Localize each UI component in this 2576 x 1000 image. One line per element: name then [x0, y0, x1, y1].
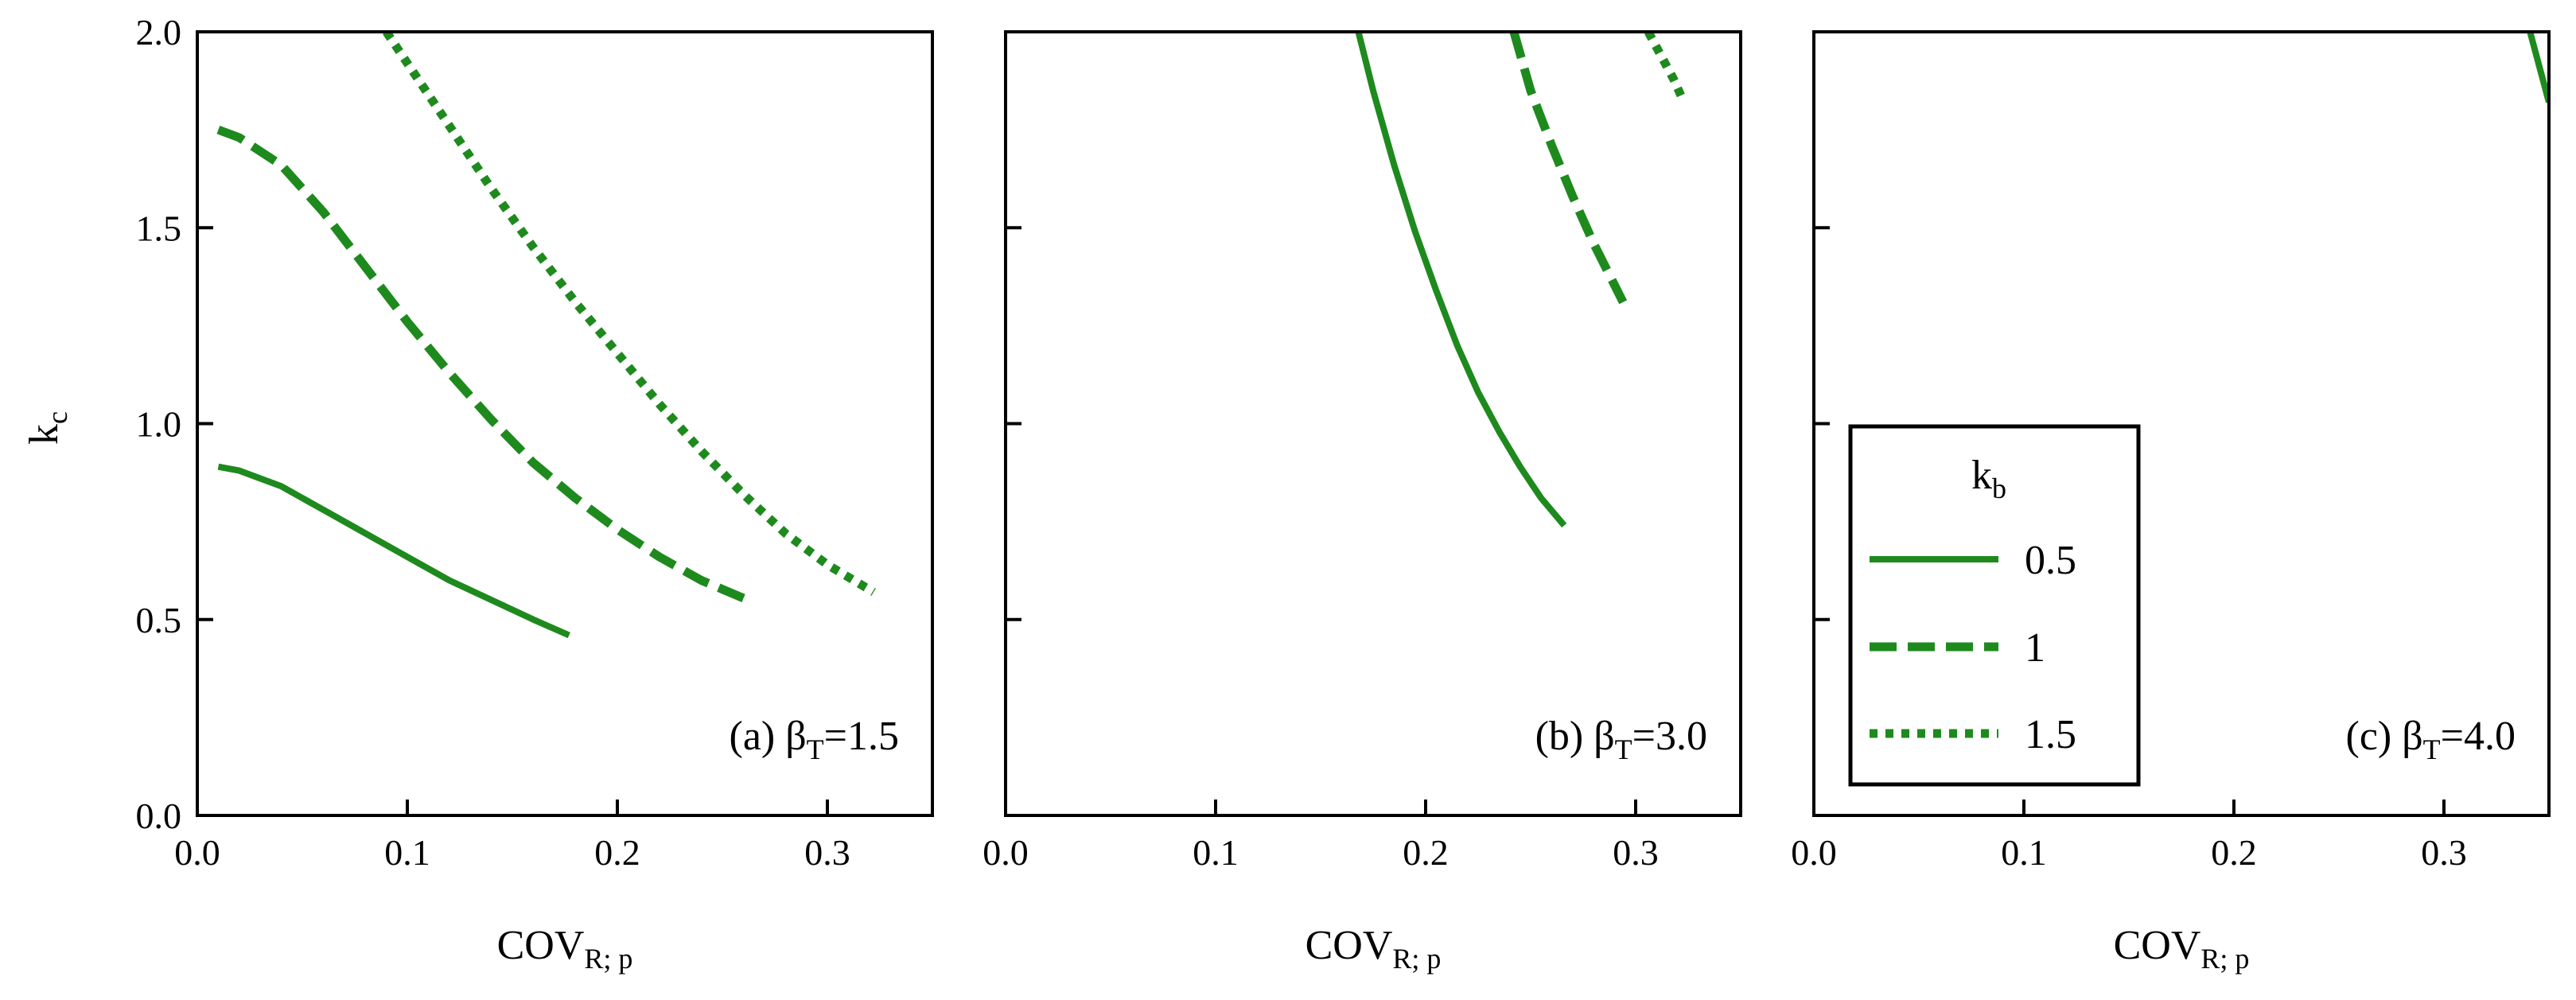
legend-frame: [1848, 424, 2141, 787]
x-tick-label: 0.2: [1403, 832, 1449, 873]
x-tick-label: 0.0: [983, 832, 1029, 873]
series-line-dashed: [216, 125, 749, 605]
x-axis-title-b: COVR; p: [1306, 923, 1442, 975]
series-line-solid: [1355, 32, 1567, 528]
x-tick-label: 0.0: [1791, 832, 1837, 873]
x-axis-title-a: COVR; p: [497, 923, 633, 975]
series-line-solid: [217, 463, 570, 639]
legend-label-1: 1: [2025, 625, 2045, 671]
x-tick-label: 0.0: [174, 832, 220, 873]
plot-frame: [196, 30, 934, 817]
legend-label-1-5: 1.5: [2025, 712, 2076, 757]
x-tick-label: 0.1: [384, 832, 430, 873]
x-tick-label: 0.3: [804, 832, 850, 873]
x-tick-label: 0.2: [594, 832, 640, 873]
legend: kb 0.5 1 1.5: [1848, 424, 2141, 787]
series-line-dotted: [383, 32, 876, 597]
panel-c: 0.0 0.1 0.2 0.3: [1791, 30, 2551, 873]
x-tick-label: 0.3: [1613, 832, 1659, 873]
x-tick-label: 0.1: [1193, 832, 1239, 873]
series-line-solid: [2527, 32, 2549, 103]
y-tick-label: 0.5: [136, 600, 182, 640]
legend-label-0-5: 0.5: [2025, 538, 2076, 583]
x-tick-label: 0.2: [2211, 832, 2257, 873]
annotation-c: (c) βT=4.0: [2346, 714, 2516, 765]
annotation-b: (b) βT=3.0: [1535, 714, 1707, 765]
plot-frame: [1812, 30, 2551, 817]
x-axis-title-c: COVR; p: [2114, 923, 2250, 975]
x-tick-label: 0.3: [2421, 832, 2467, 873]
plot-frame: [1004, 30, 1742, 817]
y-axis-title: kc: [21, 411, 73, 445]
panel-a: 0.0 0.5 1.0 1.5 2.0 0.0 0.1 0.2 0.3: [136, 12, 934, 873]
series-line-dotted: [1644, 32, 1688, 104]
y-tick-label: 1.0: [136, 404, 182, 445]
legend-title: kb: [1971, 453, 2006, 504]
y-tick-label: 0.0: [136, 796, 182, 836]
panel-b: 0.0 0.1 0.2 0.3: [983, 30, 1742, 873]
annotation-a: (a) βT=1.5: [730, 714, 900, 765]
x-tick-label: 0.1: [2001, 832, 2047, 873]
y-tick-label: 1.5: [136, 208, 182, 248]
series-line-dashed: [1509, 32, 1628, 305]
y-tick-label: 2.0: [136, 12, 182, 53]
